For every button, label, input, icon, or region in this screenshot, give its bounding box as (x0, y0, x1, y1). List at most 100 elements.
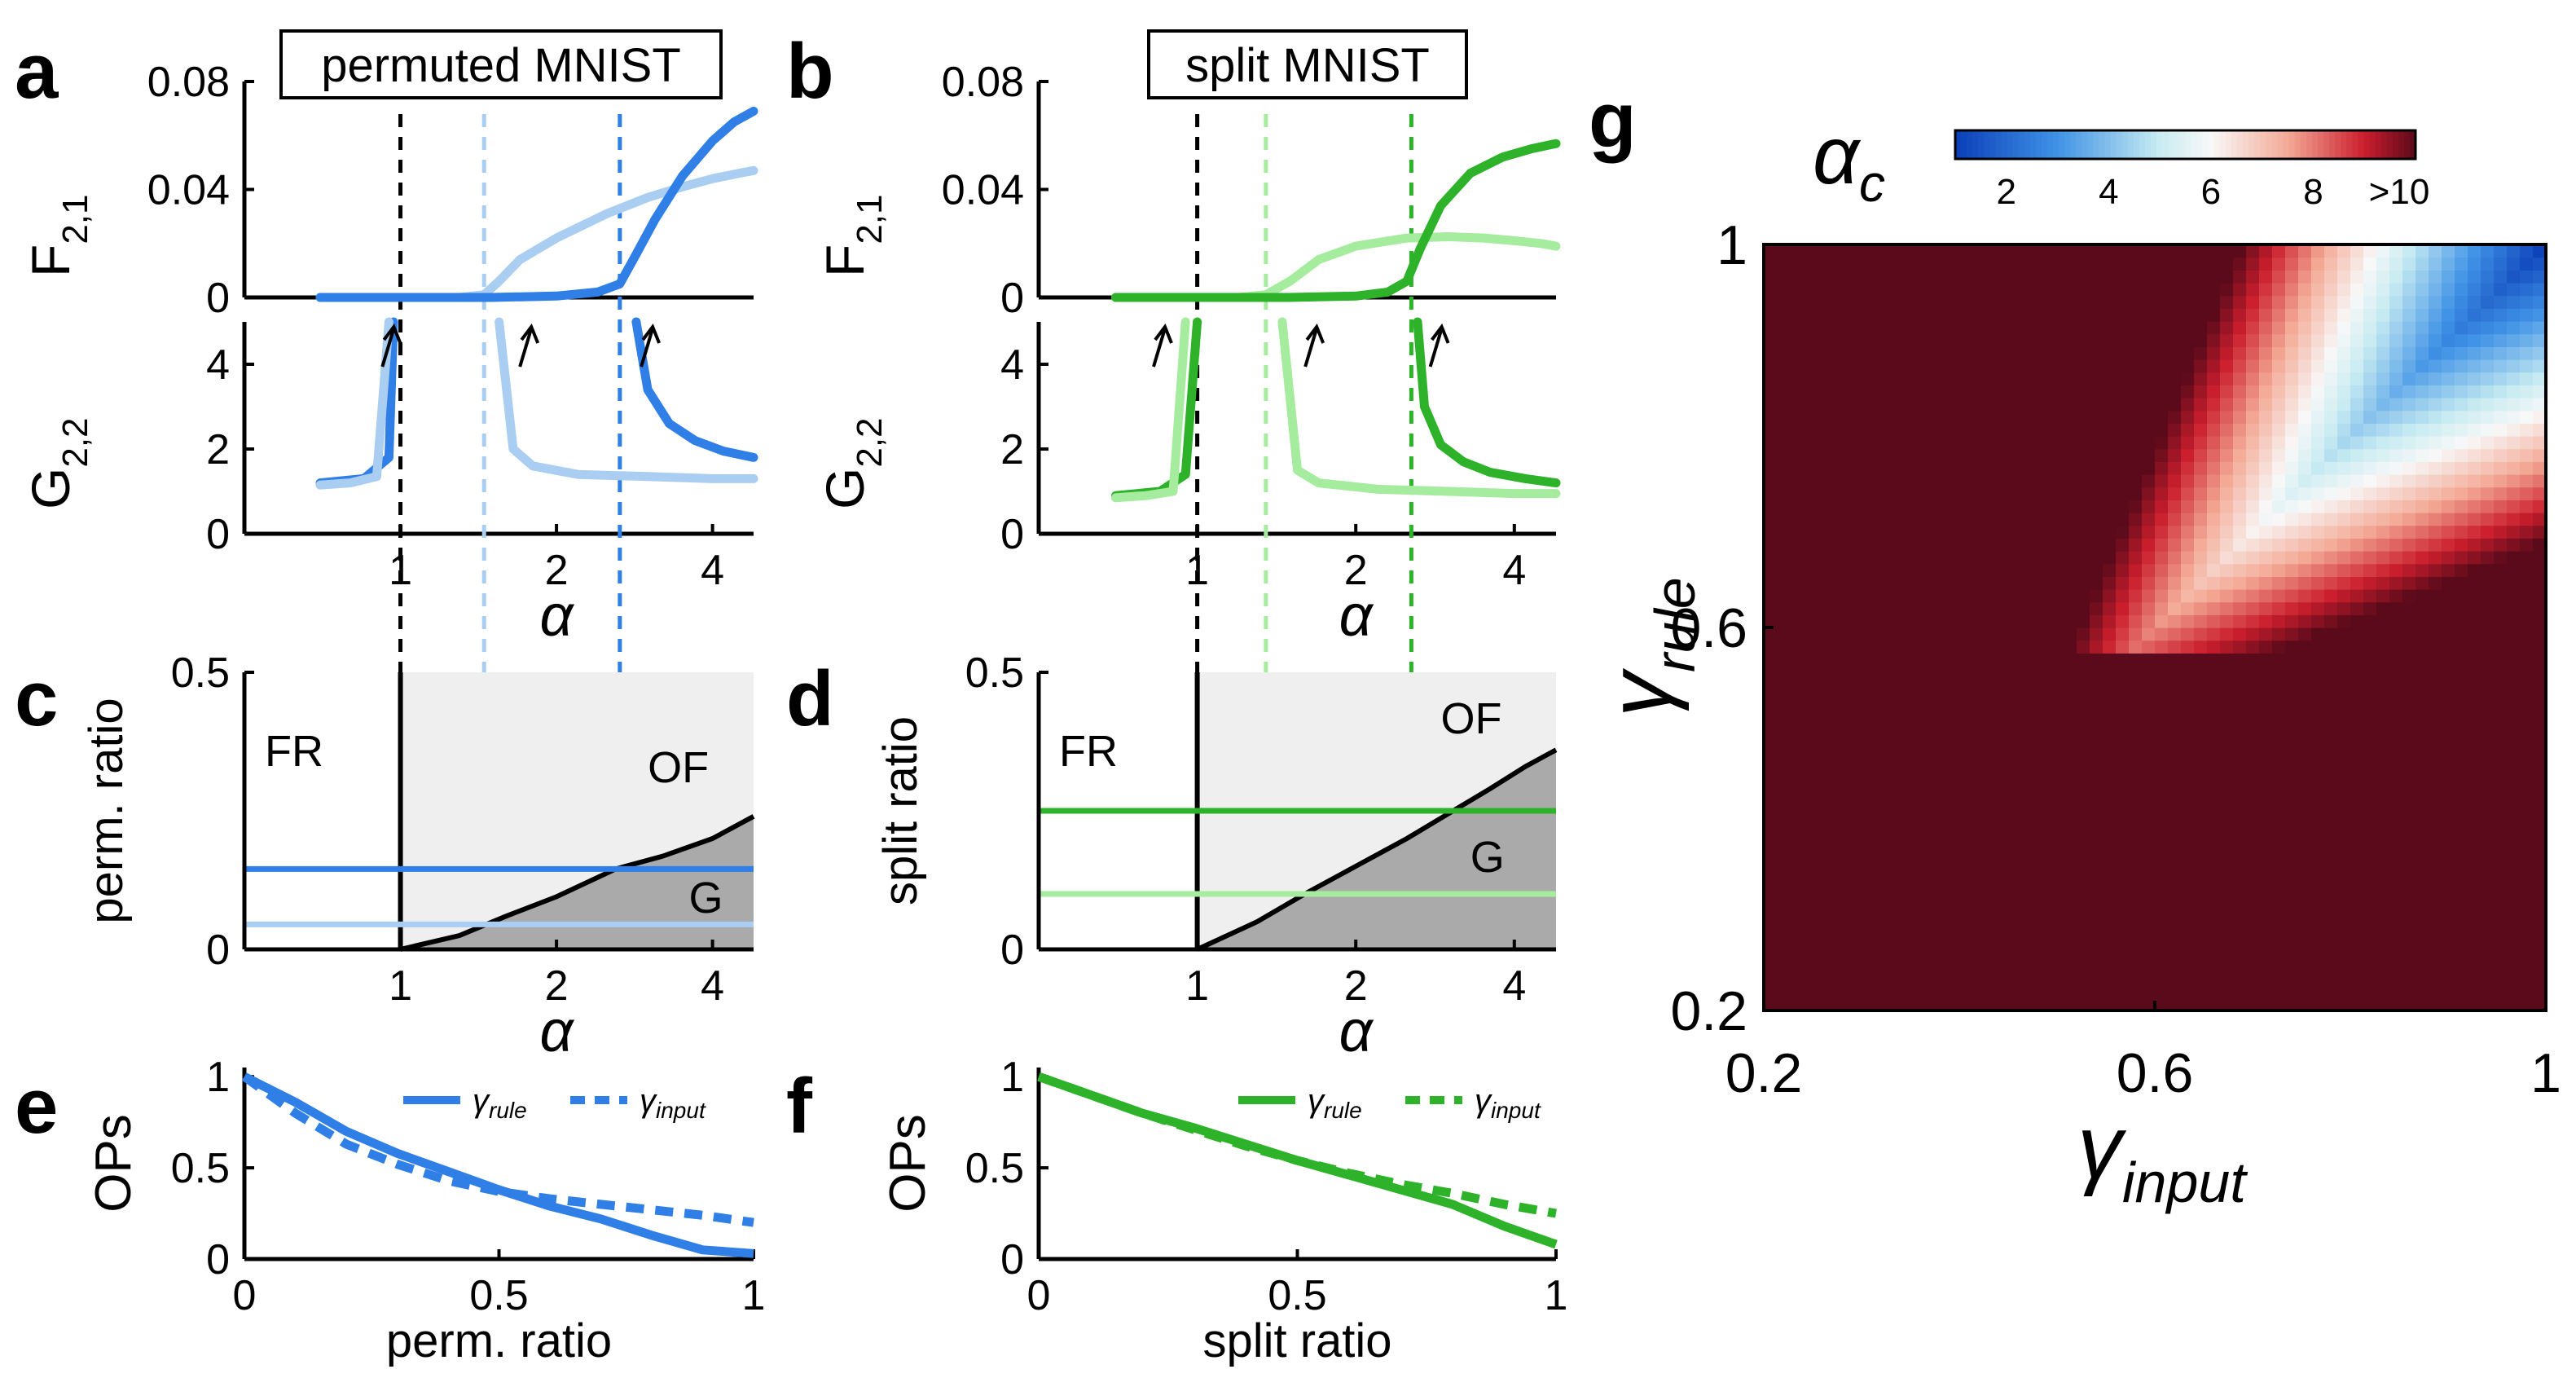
heatmap-cell (1933, 500, 1947, 513)
heatmap-cell (2285, 793, 2299, 807)
heatmap-cell (1907, 729, 1921, 743)
heatmap-cell (2324, 870, 2338, 883)
heatmap-cell (1907, 691, 1921, 705)
heatmap-cell (1907, 781, 1921, 795)
heatmap-cell (1803, 997, 1817, 1011)
heatmap-cell (2494, 946, 2508, 960)
heatmap-cell (1985, 806, 1999, 820)
heatmap-cell (2350, 729, 2364, 743)
heatmap-cell (2442, 270, 2455, 284)
heatmap-cell (2507, 410, 2521, 424)
heatmap-cell (2116, 486, 2130, 500)
heatmap-cell (2468, 525, 2481, 539)
y-tick-label: 0 (1000, 511, 1024, 558)
heatmap-cell (1972, 793, 1986, 807)
heatmap-cell (2220, 742, 2234, 756)
heatmap-cell (2129, 257, 2143, 271)
heatmap-cell (1777, 896, 1791, 909)
x-tick-label: 2 (545, 547, 569, 594)
heatmap-cell (1803, 333, 1817, 347)
heatmap-cell (2181, 997, 2195, 1011)
heatmap-cell (2507, 486, 2521, 500)
series-line-dark (315, 106, 758, 302)
heatmap-cell (1959, 870, 1973, 883)
heatmap-cell (2024, 601, 2038, 615)
heatmap-cell (1777, 372, 1791, 385)
heatmap-cell (2442, 244, 2455, 258)
heatmap-cell (2064, 653, 2077, 667)
heatmap-cell (2311, 959, 2325, 973)
heatmap-cell (2051, 257, 2064, 271)
heatmap-cell (2429, 372, 2442, 385)
heatmap-cell (1959, 500, 1973, 513)
series-line-light (1111, 232, 1561, 302)
heatmap-cell (2181, 398, 2195, 412)
heatmap-cell (2429, 333, 2442, 347)
heatmap-cell (1972, 896, 1986, 909)
heatmap-cell (2168, 742, 2182, 756)
heatmap-cell (1959, 627, 1973, 641)
heatmap-cell (1855, 908, 1869, 922)
heatmap-cell (2376, 346, 2390, 360)
heatmap-cell (1933, 704, 1947, 718)
heatmap-cell (2116, 896, 2130, 909)
heatmap-cell (2142, 704, 2156, 718)
heatmap-cell (2194, 614, 2208, 628)
heatmap-cell (2272, 678, 2286, 692)
heatmap-cell (1803, 385, 1817, 398)
heatmap-cell (2350, 614, 2364, 628)
heatmap-cell (2116, 283, 2130, 297)
heatmap-cell (1764, 653, 1778, 667)
heatmap-cell (2129, 614, 2143, 628)
heatmap-cell (1816, 398, 1830, 412)
heatmap-cell (2181, 934, 2195, 948)
heatmap-cell (1894, 321, 1908, 335)
heatmap-cell (2168, 359, 2182, 373)
heatmap-cell (2468, 972, 2481, 986)
heatmap-cell (1933, 984, 1947, 998)
heatmap-cell (2363, 666, 2377, 680)
heatmap-cell (1959, 601, 1973, 615)
heatmap-cell (2363, 768, 2377, 781)
heatmap-cell (1972, 997, 1986, 1011)
heatmap-cell (2416, 474, 2429, 488)
heatmap-cell (2090, 614, 2103, 628)
heatmap-cell (1972, 372, 1986, 385)
heatmap-cell (1790, 513, 1804, 526)
heatmap-cell (2416, 678, 2429, 692)
heatmap-cell (2064, 921, 2077, 935)
heatmap-cell (2220, 461, 2234, 475)
heatmap-cell (1790, 538, 1804, 552)
heatmap-cell (2468, 486, 2481, 500)
heatmap-cell (1764, 461, 1778, 475)
heatmap-cell (2468, 538, 2481, 552)
colorbar-cell (2288, 130, 2296, 159)
heatmap-cell (2337, 283, 2351, 297)
heatmap-cell (2468, 589, 2481, 603)
heatmap-cell (2285, 870, 2299, 883)
heatmap-cell (2233, 295, 2247, 309)
heatmap-cell (1855, 972, 1869, 986)
heatmap-cell (2337, 270, 2351, 284)
y-tick-label: 0.08 (147, 59, 230, 106)
heatmap-cell (2324, 984, 2338, 998)
colorbar-cell (2311, 130, 2319, 159)
heatmap-cell (2298, 589, 2312, 603)
heatmap-cell (2051, 627, 2064, 641)
heatmap-cell (2038, 461, 2051, 475)
legend-label: γrule (1308, 1083, 1362, 1123)
heatmap-cell (1998, 513, 2012, 526)
heatmap-cell (2194, 295, 2208, 309)
heatmap-cell (1959, 934, 1973, 948)
heatmap-cell (2090, 729, 2103, 743)
heatmap-cell (2376, 793, 2390, 807)
heatmap-cell (1946, 997, 1960, 1011)
heatmap-cell (2220, 551, 2234, 565)
heatmap-cell (2181, 270, 2195, 284)
heatmap-cell (2376, 691, 2390, 705)
heatmap-cell (2533, 666, 2547, 680)
heatmap-cell (2077, 244, 2090, 258)
y-tick-label: 4 (1000, 341, 1024, 389)
heatmap-cell (2363, 972, 2377, 986)
heatmap-cell (2376, 946, 2390, 960)
